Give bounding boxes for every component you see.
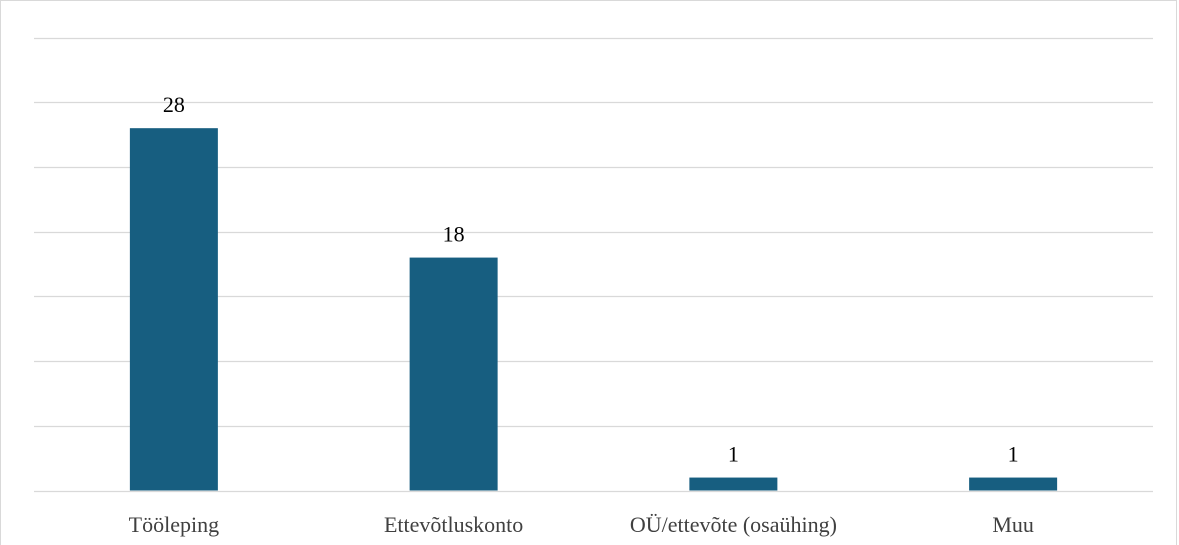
data-label: 1	[728, 442, 739, 467]
data-label: 18	[443, 222, 465, 247]
gridlines	[34, 37, 1153, 493]
bar	[409, 257, 498, 491]
x-tick-label: Tööleping	[129, 512, 219, 537]
bar	[969, 477, 1058, 491]
data-label: 1	[1008, 442, 1019, 467]
bars	[129, 128, 1058, 491]
x-tick-label: OÜ/ettevõte (osaühing)	[630, 512, 837, 537]
x-tick-label: Muu	[992, 512, 1034, 537]
bar	[689, 477, 778, 491]
data-label: 28	[163, 92, 185, 117]
value-labels: 28 18 1 1	[163, 92, 1019, 466]
bar	[129, 128, 218, 491]
x-tick-label: Ettevõtluskonto	[384, 512, 523, 537]
category-labels: Tööleping Ettevõtluskonto OÜ/ettevõte (osa…	[129, 512, 1034, 537]
